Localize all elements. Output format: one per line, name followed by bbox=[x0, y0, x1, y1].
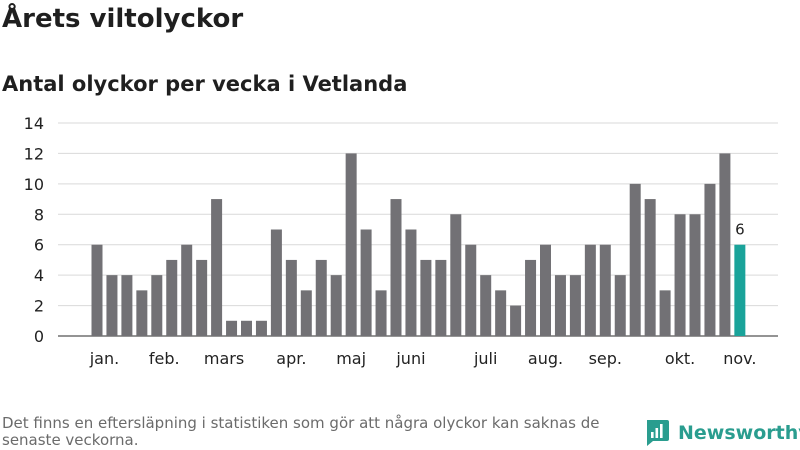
bar bbox=[525, 259, 537, 336]
bar-chart: 0 2 4 6 8 10 12 14 jan. feb. mars apr. maj juni juli a… bbox=[24, 114, 778, 368]
bar bbox=[300, 290, 312, 336]
y-tick-label: 6 bbox=[34, 236, 44, 255]
x-tick-label: juni bbox=[395, 349, 425, 368]
bar bbox=[330, 275, 342, 336]
bar bbox=[211, 199, 223, 336]
bar bbox=[196, 259, 208, 336]
bars bbox=[91, 153, 746, 336]
bar bbox=[285, 259, 297, 336]
bar bbox=[450, 214, 462, 336]
bar bbox=[166, 259, 178, 336]
bar bbox=[659, 290, 671, 336]
x-tick-label: aug. bbox=[528, 349, 563, 368]
data-labels: 6 bbox=[735, 221, 745, 239]
bar bbox=[121, 275, 133, 336]
bar bbox=[360, 229, 372, 336]
bar bbox=[540, 244, 551, 336]
bar bbox=[734, 244, 746, 336]
bar bbox=[569, 275, 581, 336]
x-tick-label: nov. bbox=[723, 349, 756, 368]
x-tick-label: sep. bbox=[589, 349, 622, 368]
chart-title: Årets viltolyckor bbox=[2, 4, 244, 34]
bar bbox=[375, 290, 387, 336]
bar bbox=[91, 244, 103, 336]
x-tick-label: apr. bbox=[276, 349, 306, 368]
footnote: Det finns en eftersläpning i statistiken… bbox=[2, 414, 600, 449]
grid-lines bbox=[58, 122, 778, 337]
bar bbox=[674, 214, 686, 336]
bar-chart-logo-icon bbox=[647, 420, 669, 446]
bar bbox=[270, 229, 282, 336]
bar bbox=[420, 259, 432, 336]
y-tick-label: 14 bbox=[24, 114, 44, 133]
y-tick-label: 4 bbox=[34, 266, 44, 285]
bar bbox=[510, 305, 522, 336]
bar bbox=[136, 290, 148, 336]
chart-subtitle: Antal olyckor per vecka i Vetlanda bbox=[2, 72, 408, 96]
bar bbox=[315, 259, 327, 336]
brand-logo: Newsworthy bbox=[644, 419, 800, 447]
x-tick-label: okt. bbox=[665, 349, 695, 368]
y-tick-label: 12 bbox=[24, 144, 44, 163]
bar bbox=[106, 275, 118, 336]
y-tick-label: 10 bbox=[24, 175, 44, 194]
x-axis-month-labels: jan. feb. mars apr. maj juni juli aug. sep. okt. n… bbox=[89, 349, 757, 368]
y-tick-label: 8 bbox=[34, 205, 44, 224]
bar bbox=[181, 244, 193, 336]
bar bbox=[554, 275, 566, 336]
x-tick-label: juli bbox=[473, 349, 497, 368]
bar bbox=[405, 229, 417, 336]
bar bbox=[226, 320, 238, 336]
bar bbox=[584, 244, 596, 336]
bar bbox=[480, 275, 492, 336]
y-axis-ticks: 0 2 4 6 8 10 12 14 bbox=[24, 114, 44, 346]
bar bbox=[629, 183, 641, 336]
bar bbox=[614, 275, 626, 336]
bar bbox=[644, 199, 656, 336]
bar bbox=[719, 153, 731, 336]
bar bbox=[599, 244, 611, 336]
bar bbox=[390, 199, 402, 336]
bar bbox=[255, 320, 267, 336]
bar bbox=[704, 183, 716, 336]
data-label: 6 bbox=[735, 221, 745, 239]
x-tick-label: feb. bbox=[149, 349, 180, 368]
bar bbox=[435, 259, 447, 336]
y-tick-label: 2 bbox=[34, 297, 44, 316]
x-tick-label: maj bbox=[336, 349, 366, 368]
bar bbox=[689, 214, 701, 336]
x-tick-label: mars bbox=[204, 349, 244, 368]
brand-name: Newsworthy bbox=[678, 422, 800, 444]
y-tick-label: 0 bbox=[34, 327, 44, 346]
bar bbox=[465, 244, 477, 336]
bar bbox=[241, 320, 252, 336]
bar bbox=[495, 290, 507, 336]
bar bbox=[345, 153, 357, 336]
x-tick-label: jan. bbox=[89, 349, 119, 368]
bar bbox=[151, 275, 163, 336]
